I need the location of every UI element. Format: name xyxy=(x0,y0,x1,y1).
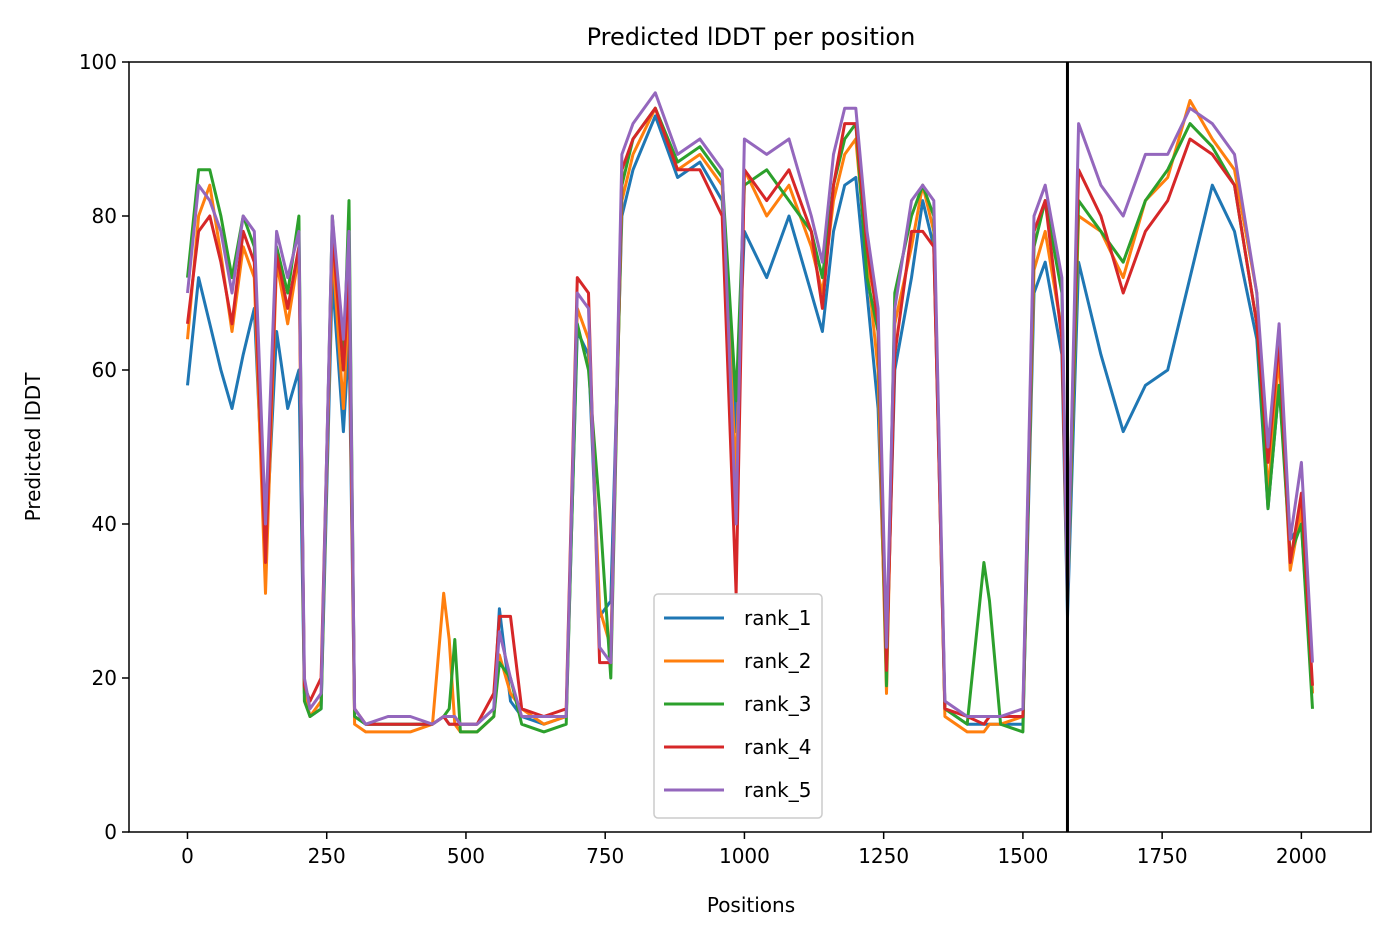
x-tick-label: 1000 xyxy=(719,844,770,868)
y-axis-ticks: 0 20 40 60 80 100 xyxy=(79,50,129,844)
legend-label-rank_1: rank_1 xyxy=(744,606,811,630)
x-tick-label: 1500 xyxy=(997,844,1048,868)
legend-label-rank_4: rank_4 xyxy=(744,735,811,759)
x-tick-label: 2000 xyxy=(1276,844,1327,868)
x-axis-label: Positions xyxy=(707,893,795,917)
y-tick-label: 0 xyxy=(104,820,117,844)
plot-lines xyxy=(186,62,1314,832)
x-tick-label: 1750 xyxy=(1137,844,1188,868)
x-tick-label: 250 xyxy=(308,844,346,868)
y-axis-label: Predicted lDDT xyxy=(21,372,45,522)
series-line-rank_5 xyxy=(186,91,1314,726)
x-tick-label: 1250 xyxy=(858,844,909,868)
chart-title: Predicted lDDT per position xyxy=(587,23,916,51)
legend-label-rank_5: rank_5 xyxy=(744,778,811,802)
x-tick-label: 0 xyxy=(181,844,194,868)
x-tick-label: 750 xyxy=(586,844,624,868)
y-tick-label: 40 xyxy=(92,512,117,536)
legend-label-rank_3: rank_3 xyxy=(744,692,811,716)
y-tick-label: 80 xyxy=(92,204,117,228)
legend-label-rank_2: rank_2 xyxy=(744,649,811,673)
x-axis-ticks: 0 250 500 750 1000 1250 1500 1750 2000 xyxy=(181,832,1327,868)
legend: rank_1 rank_2 rank_3 rank_4 rank_5 xyxy=(653,593,823,819)
y-tick-label: 100 xyxy=(79,50,117,74)
plot-frame xyxy=(128,61,1372,833)
y-tick-label: 60 xyxy=(92,358,117,382)
x-tick-label: 500 xyxy=(447,844,485,868)
legend-box xyxy=(653,593,823,819)
y-tick-label: 20 xyxy=(92,666,117,690)
